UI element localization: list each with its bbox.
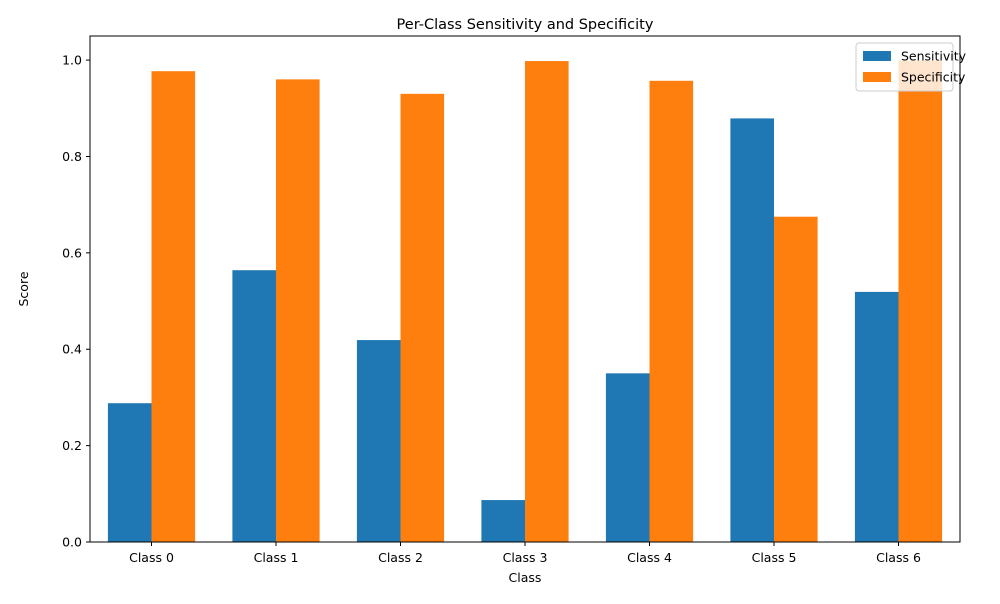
bar-sensitivity-2 [356, 340, 401, 542]
y-tick-label: 1.0 [62, 53, 82, 68]
x-tick-label: Class 2 [378, 550, 423, 565]
bar-sensitivity-1 [232, 270, 276, 542]
y-axis: 0.0 0.2 0.4 0.6 0.8 1.0 [62, 53, 90, 550]
legend: Sensitivity Specificity [855, 42, 967, 92]
bars-layer [107, 60, 943, 543]
x-tick-label: Class 3 [503, 550, 548, 565]
bar-specificity-4 [649, 80, 694, 543]
x-tick-label: Class 4 [627, 550, 672, 565]
legend-swatch-specificity [863, 72, 891, 82]
y-tick-label: 0.8 [62, 149, 82, 164]
bar-sensitivity-3 [481, 500, 525, 542]
x-tick-label: Class 0 [129, 550, 174, 565]
bar-specificity-5 [774, 216, 818, 542]
y-tick-label: 0.6 [62, 245, 82, 260]
legend-label-sensitivity: Sensitivity [901, 49, 967, 64]
bar-sensitivity-6 [854, 291, 899, 542]
bar-specificity-3 [525, 61, 569, 542]
y-tick-label: 0.4 [62, 342, 82, 357]
legend-swatch-sensitivity [863, 51, 891, 61]
x-tick-label: Class 1 [254, 550, 299, 565]
y-tick-label: 0.0 [62, 535, 82, 550]
x-axis: Class 0 Class 1 Class 2 Class 3 Class 4 Class… [129, 542, 921, 565]
bar-specificity-0 [151, 71, 196, 542]
bar-specificity-2 [400, 93, 445, 542]
x-tick-label: Class 6 [876, 550, 921, 565]
x-axis-label: Class [509, 570, 542, 585]
chart-title: Per-Class Sensitivity and Specificity [397, 17, 654, 33]
bar-sensitivity-4 [605, 373, 650, 542]
bar-sensitivity-0 [107, 403, 152, 542]
y-tick-label: 0.2 [62, 438, 82, 453]
bar-sensitivity-5 [730, 118, 774, 543]
legend-label-specificity: Specificity [901, 70, 966, 85]
x-tick-label: Class 5 [752, 550, 797, 565]
bar-specificity-1 [276, 79, 320, 542]
y-axis-label: Score [16, 271, 31, 306]
bar-specificity-6 [898, 60, 943, 542]
